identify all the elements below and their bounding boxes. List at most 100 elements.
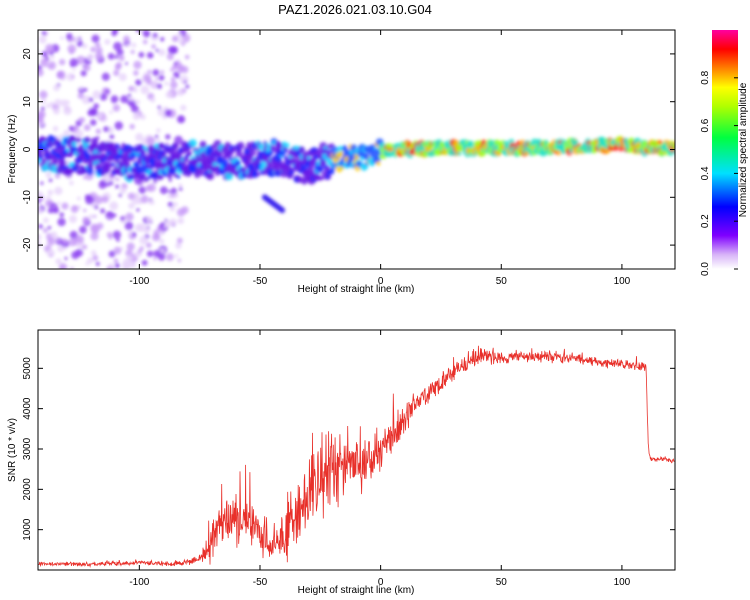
heatmap-cell [337, 151, 344, 158]
colorbar-tick-label: 0.8 [700, 70, 711, 84]
heatmap-cell [568, 148, 573, 154]
heatmap-cell [69, 58, 79, 68]
heatmap-cell [82, 216, 90, 224]
heatmap-cell [272, 140, 276, 145]
heatmap-cell [105, 161, 113, 169]
heatmap-cell [151, 44, 157, 49]
heatmap-cell [47, 237, 56, 246]
heatmap-cell [113, 213, 117, 217]
heatmap-cell [159, 186, 168, 195]
heatmap-cell [159, 36, 165, 42]
heatmap-cell [87, 109, 95, 117]
x-tick-label: -50 [253, 276, 268, 287]
heatmap-cell [143, 74, 152, 82]
y-tick-label: 20 [22, 48, 33, 60]
x-tick-label: 100 [614, 276, 631, 287]
heatmap-cell [153, 230, 157, 234]
heatmap-cell [136, 208, 140, 212]
heatmap-cell [177, 115, 186, 124]
heatmap-cell [109, 201, 119, 211]
heatmap-cell [112, 230, 122, 240]
colorbar-tick-label: 0.2 [700, 214, 711, 228]
heatmap-cell [147, 69, 152, 75]
heatmap-cell [158, 74, 165, 81]
heatmap-cell [125, 249, 133, 257]
heatmap-cell [89, 119, 97, 126]
heatmap-cell [169, 81, 178, 89]
y-tick-label: 1000 [22, 518, 33, 541]
heatmap-cell [75, 129, 84, 138]
heatmap-cell [248, 148, 256, 157]
heatmap-cell [58, 159, 67, 167]
colorbar-tick-label: 0.4 [700, 166, 711, 180]
heatmap-cell [90, 232, 99, 241]
heatmap-cell [153, 250, 161, 258]
heatmap-cell [59, 265, 64, 269]
heatmap-cell [141, 138, 148, 144]
heatmap-cell [61, 238, 68, 244]
heatmap-cell [174, 135, 183, 145]
heatmap-cell [139, 235, 149, 245]
heatmap-cell [55, 258, 62, 265]
heatmap-cell [93, 214, 97, 218]
heatmap-cell [173, 61, 178, 66]
heatmap-cell [80, 70, 87, 77]
heatmap-cell [81, 95, 91, 105]
heatmap-cell [100, 208, 106, 214]
heatmap-cell [48, 178, 53, 183]
heatmap-cell [88, 214, 94, 220]
heatmap-cell [71, 37, 76, 41]
heatmap-cell [85, 262, 89, 266]
heatmap-cell [104, 38, 111, 45]
heatmap-cell [158, 175, 164, 180]
heatmap-cell [149, 199, 155, 205]
y-tick-label: 0 [22, 146, 33, 152]
heatmap-cell [618, 146, 624, 152]
heatmap-cell [90, 224, 100, 234]
heatmap-cell [156, 128, 161, 133]
heatmap-cell [155, 48, 160, 53]
heatmap-cell [164, 220, 172, 228]
colorbar-tick-label: 0.0 [700, 262, 711, 276]
heatmap-cell [141, 148, 147, 154]
heatmap-cell [112, 30, 119, 35]
heatmap-cell [172, 201, 178, 207]
heatmap-cell [147, 183, 156, 192]
heatmap-cell [88, 97, 94, 103]
heatmap-cell [155, 77, 159, 81]
snr-ylabel: SNR (10 * v/v) [7, 418, 18, 482]
heatmap-cell [375, 160, 381, 166]
heatmap-cell [85, 195, 95, 205]
x-tick-label: 0 [378, 577, 384, 588]
heatmap-cell [63, 246, 67, 251]
x-tick-label: -100 [129, 276, 149, 287]
y-tick-label: 4000 [22, 397, 33, 420]
heatmap-cell [173, 193, 179, 198]
heatmap-cell [165, 91, 173, 99]
heatmap-cell [63, 129, 70, 137]
y-tick-label: 10 [22, 96, 33, 108]
heatmap-cell [108, 263, 115, 269]
heatmap-cell [94, 42, 101, 48]
heatmap-cell [82, 244, 88, 250]
heatmap-cell [101, 72, 110, 81]
heatmap-cell [99, 93, 108, 101]
heatmap-cell [457, 151, 462, 156]
heatmap-cell [127, 261, 134, 269]
heatmap-cell [143, 227, 151, 234]
heatmap-cell [172, 142, 179, 150]
heatmap-cell [83, 124, 91, 131]
heatmap-cell [72, 67, 76, 72]
heatmap-cell [159, 238, 165, 244]
heatmap-cell [142, 145, 148, 150]
heatmap-cell [41, 158, 46, 163]
heatmap-cell [236, 141, 245, 150]
spectrogram-ylabel: Frequency (Hz) [7, 115, 18, 184]
heatmap-blobs [38, 30, 675, 269]
heatmap-cell [175, 242, 182, 249]
heatmap-cell [206, 172, 215, 181]
heatmap-cell [69, 180, 74, 186]
heatmap-cell [178, 183, 183, 188]
heatmap-cell [246, 141, 253, 148]
heatmap-cell [503, 140, 508, 146]
